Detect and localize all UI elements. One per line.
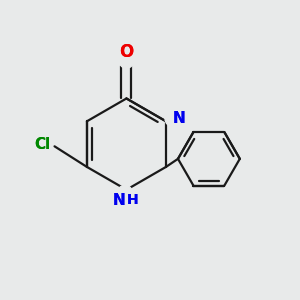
Text: H: H [126, 193, 138, 207]
Circle shape [119, 53, 134, 68]
Circle shape [118, 185, 132, 200]
Text: O: O [119, 43, 134, 61]
Text: Cl: Cl [35, 137, 51, 152]
Circle shape [165, 112, 180, 126]
Text: O: O [119, 43, 134, 61]
Text: H: H [126, 193, 138, 207]
Text: Cl: Cl [35, 137, 51, 152]
Text: N: N [112, 193, 125, 208]
Text: N: N [112, 193, 125, 208]
Text: N: N [172, 111, 185, 126]
Text: N: N [172, 111, 185, 126]
